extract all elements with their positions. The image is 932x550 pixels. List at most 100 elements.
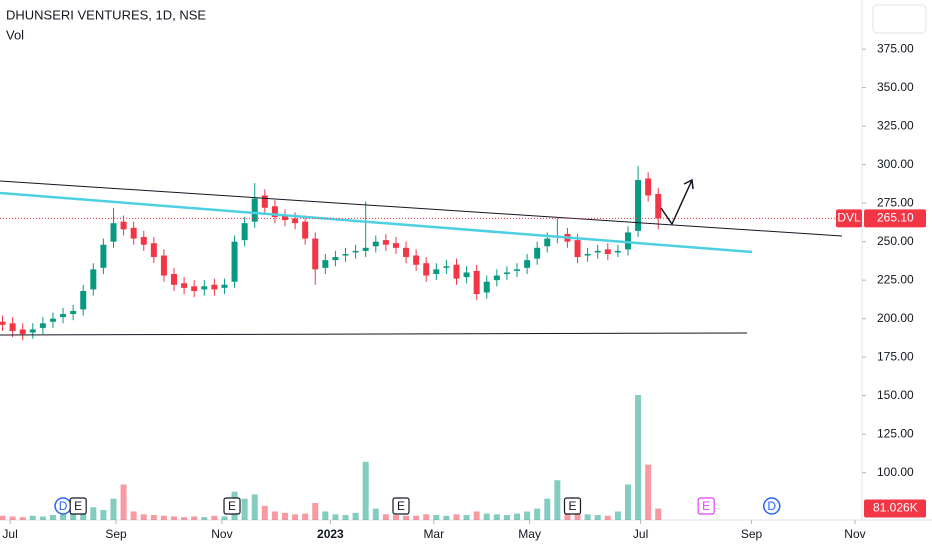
volume-bar [201,517,208,520]
candle-body [433,269,440,275]
candle-body [443,266,450,268]
settings-button[interactable] [872,4,927,34]
volume-bar [362,461,369,520]
volume-bar [635,395,642,520]
candle-body [171,274,178,285]
x-tick-label: Nov [211,527,232,541]
y-tick-label: 100.00 [877,465,914,479]
candle-body [140,237,147,245]
volume-bar [574,512,581,520]
earnings-marker [223,497,241,515]
volume-bar [433,515,440,520]
x-tick-label: Mar [423,527,444,541]
candle-body [392,243,399,248]
volume-bar [271,511,278,520]
volume-bar [594,515,601,520]
volume-bar [302,513,309,520]
trend-line [0,191,753,254]
volume-bar [281,512,288,520]
volume-bar [171,516,178,520]
candle-body [9,323,16,331]
candle-body [594,250,601,253]
candle-body [322,260,329,268]
candle-body [181,283,188,288]
dividend-marker [762,497,781,515]
candle-body [29,329,36,333]
volume-bar [140,514,147,520]
volume-bar [584,514,591,520]
y-tick-label: 275.00 [877,195,914,209]
candle-body [524,260,531,268]
candle-body [463,272,470,278]
volume-bar [342,515,349,520]
volume-bar [211,515,218,520]
volume-bar [645,464,652,520]
volume-bar [110,498,117,520]
candle-body [90,269,97,290]
volume-bar [413,515,420,520]
volume-bar [60,514,67,520]
volume-bar [19,517,26,520]
candle-body [221,284,228,288]
event-label: E [702,499,710,513]
volume-bar [493,514,500,520]
volume-bar [181,517,188,520]
arrow [660,179,693,226]
y-tick-label: 225.00 [877,272,914,286]
candle-body [453,264,460,279]
candle-body [372,241,379,247]
candle-body [614,250,621,253]
x-tick-label: 2023 [317,527,344,541]
candle-body [191,286,198,291]
volume-label: Vol [6,27,24,42]
volume-bar [80,511,87,520]
trend-line [0,180,843,237]
candle-body [423,263,430,276]
candle-body [604,249,611,254]
candle-body [645,178,652,196]
candle-body [574,240,581,258]
candle-body [413,255,420,265]
volume-bar [312,502,319,520]
candle-body [49,318,56,322]
candle-body [70,310,77,315]
y-tick-label: 375.00 [877,41,914,55]
volume-bar [100,510,107,520]
volume-bar [453,514,460,520]
volume-bar [70,513,77,520]
candle-body [655,193,662,219]
candle-body [332,257,339,261]
candle-body [624,232,631,250]
volume-bar [352,512,359,520]
volume-bar [191,516,198,520]
candle-body [201,286,208,290]
plot [0,166,662,520]
candle-body [403,247,410,258]
volume-bar [503,515,510,520]
candle-body [302,221,309,239]
candle-body [281,215,288,221]
event-label: E [74,499,82,513]
chart-title: DHUNSERI VENTURES, 1D, NSE [6,7,206,22]
volume-bar [403,515,410,520]
volume-bar [29,515,36,520]
y-tick-label: 300.00 [877,157,914,171]
candle-body [503,272,510,275]
volume-bar [423,514,430,520]
volume-bar [9,516,16,520]
volume-bar [624,484,631,520]
event-label: D [59,499,68,513]
x-tick-label: May [518,527,541,541]
candle-body [120,221,127,230]
volume-bar [49,515,56,520]
candle-body [534,247,541,259]
earnings-marker [563,497,582,515]
y-tick-label: 150.00 [877,388,914,402]
earnings-marker [69,497,87,515]
y-tick-label: 125.00 [877,426,914,440]
y-tick-label: 200.00 [877,311,914,325]
candle-body [160,255,167,276]
volume-bar [473,511,480,520]
candle-body [150,243,157,258]
